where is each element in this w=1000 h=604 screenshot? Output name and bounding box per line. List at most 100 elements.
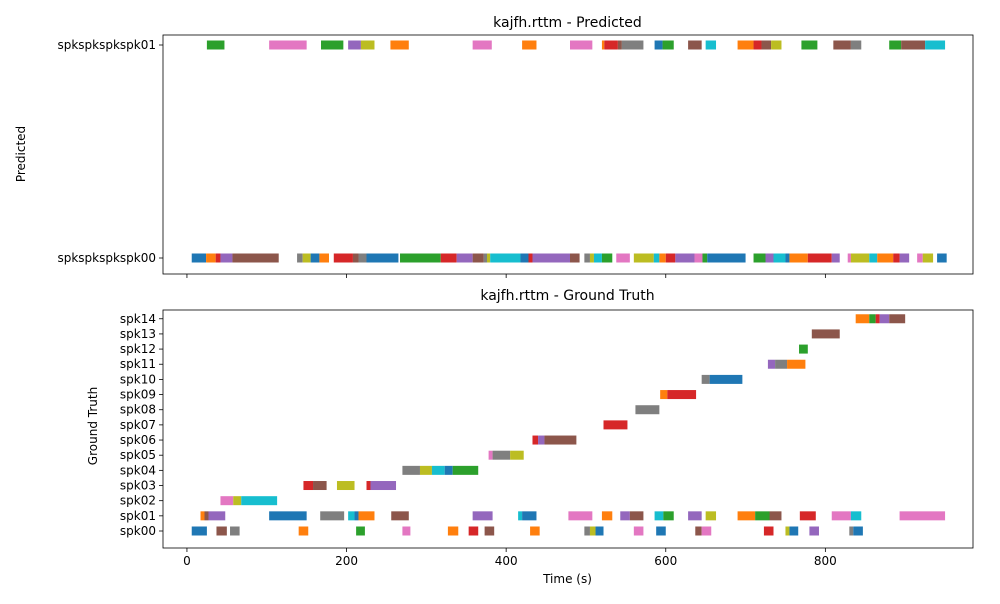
segment-spkspkspkspk01-3 [348, 40, 361, 50]
segment-spk08-14 [635, 405, 660, 415]
segment-spkspkspkspk00-62 [702, 253, 708, 263]
segment-spk00-77 [695, 526, 702, 536]
predicted-x-ticks [186, 274, 826, 278]
y-tick-label-spk09: spk09 [120, 388, 156, 402]
segment-spkspkspkspk00-36 [333, 253, 353, 263]
segment-spkspkspkspk00-72 [850, 253, 870, 263]
segment-spkspkspkspk00-61 [694, 253, 703, 263]
segment-spk09-12 [660, 390, 668, 400]
segment-spk00-78 [701, 526, 712, 536]
segment-spk14-2 [875, 314, 880, 324]
segment-spk00-79 [763, 526, 774, 536]
segment-spk03-31 [370, 481, 397, 491]
segment-spkspkspkspk00-71 [847, 253, 851, 263]
segment-spk03-30 [366, 481, 371, 491]
segment-spk00-63 [216, 526, 227, 536]
segment-spkspkspkspk00-32 [297, 253, 303, 263]
segment-spk00-66 [356, 526, 365, 536]
segment-spkspkspkspk00-28 [206, 253, 216, 263]
segment-spk05-20 [492, 450, 511, 460]
segment-spkspkspkspk00-43 [472, 253, 484, 263]
segment-spkspkspkspk01-2 [321, 40, 344, 50]
segment-spk00-83 [849, 526, 854, 536]
segment-spk01-60 [850, 511, 862, 521]
segment-spkspkspkspk00-74 [877, 253, 894, 263]
x-tick-label-400: 400 [495, 554, 518, 568]
segment-spkspkspkspk01-1 [269, 40, 307, 50]
predicted-y-axis-label: Predicted [14, 126, 28, 182]
segment-spkspkspkspk01-22 [833, 40, 851, 50]
segment-spkspkspkspk01-19 [761, 40, 772, 50]
segment-spk06-18 [544, 435, 577, 445]
segment-spkspkspkspk00-79 [937, 253, 947, 263]
segment-spk01-57 [769, 511, 782, 521]
segment-spk00-84 [853, 526, 863, 536]
segment-spkspkspkspk01-15 [688, 40, 702, 50]
segment-spk04-25 [444, 465, 453, 475]
segment-spk00-80 [785, 526, 790, 536]
segment-spkspkspkspk00-64 [753, 253, 766, 263]
segment-spk01-45 [518, 511, 523, 521]
segment-spk07-15 [603, 420, 628, 430]
segment-spk01-55 [737, 511, 756, 521]
y-tick-label-spk07: spk07 [120, 418, 156, 432]
segment-spkspkspkspk00-69 [807, 253, 832, 263]
segment-spk00-69 [468, 526, 479, 536]
segment-spk06-16 [532, 435, 539, 445]
segment-spkspkspkspk00-57 [653, 253, 660, 263]
segment-spk14-1 [869, 314, 876, 324]
segment-spk05-21 [510, 450, 524, 460]
segment-spkspkspkspk00-45 [487, 253, 491, 263]
segment-spkspkspkspk00-40 [400, 253, 441, 263]
segment-spk01-35 [200, 511, 205, 521]
segment-spk01-38 [269, 511, 307, 521]
segment-spk04-26 [452, 465, 479, 475]
segment-spkspkspkspk00-63 [707, 253, 746, 263]
predicted-segments [191, 40, 947, 263]
segment-spkspkspkspk01-11 [617, 40, 622, 50]
segment-spkspkspkspk00-75 [893, 253, 900, 263]
ground-truth-chart-title: kajfh.rttm - Ground Truth [480, 288, 654, 304]
segment-spk01-41 [354, 511, 359, 521]
segment-spk03-29 [336, 481, 355, 491]
segment-spkspkspkspk00-29 [215, 253, 221, 263]
segment-spk06-17 [538, 435, 545, 445]
segment-spkspkspkspk00-66 [773, 253, 786, 263]
segment-spk04-24 [431, 465, 445, 475]
segment-spk01-58 [799, 511, 816, 521]
segment-spk00-82 [809, 526, 819, 536]
ground-truth-y-axis-label: Ground Truth [86, 387, 100, 465]
segment-spkspkspkspk01-0 [206, 40, 225, 50]
segment-spkspkspkspk00-27 [191, 253, 207, 263]
segment-spkspkspkspk00-59 [665, 253, 676, 263]
segment-spkspkspkspk00-54 [601, 253, 613, 263]
segment-spk00-76 [656, 526, 666, 536]
segment-spk03-28 [313, 481, 327, 491]
segment-spk01-43 [391, 511, 409, 521]
segment-spkspkspkspk00-53 [593, 253, 602, 263]
segment-spk02-32 [220, 496, 234, 506]
segment-spk01-61 [899, 511, 946, 521]
segment-spkspkspkspk00-46 [490, 253, 521, 263]
segment-spkspkspkspk01-23 [850, 40, 862, 50]
segment-spk01-39 [320, 511, 345, 521]
ground-truth-x-ticks: 0 200 400 600 800 [183, 548, 837, 568]
segment-spk01-56 [755, 511, 770, 521]
segment-spkspkspkspk01-24 [889, 40, 902, 50]
y-tick-label-spk05: spk05 [120, 448, 156, 462]
y-tick-label-spk06: spk06 [120, 433, 156, 447]
segment-spk11-9 [787, 359, 806, 369]
segment-spkspkspkspk01-4 [360, 40, 375, 50]
segment-spkspkspkspk00-44 [483, 253, 487, 263]
segment-spkspkspkspk01-21 [801, 40, 818, 50]
segment-spk01-51 [654, 511, 664, 521]
segment-spk00-74 [595, 526, 604, 536]
segment-spk00-62 [191, 526, 207, 536]
segment-spk00-68 [447, 526, 459, 536]
x-tick-label-800: 800 [814, 554, 837, 568]
segment-spk01-54 [705, 511, 717, 521]
segment-spkspkspkspk00-30 [220, 253, 233, 263]
segment-spkspkspkspk00-67 [785, 253, 790, 263]
segment-spk00-65 [298, 526, 309, 536]
x-tick-label-0: 0 [183, 554, 191, 568]
